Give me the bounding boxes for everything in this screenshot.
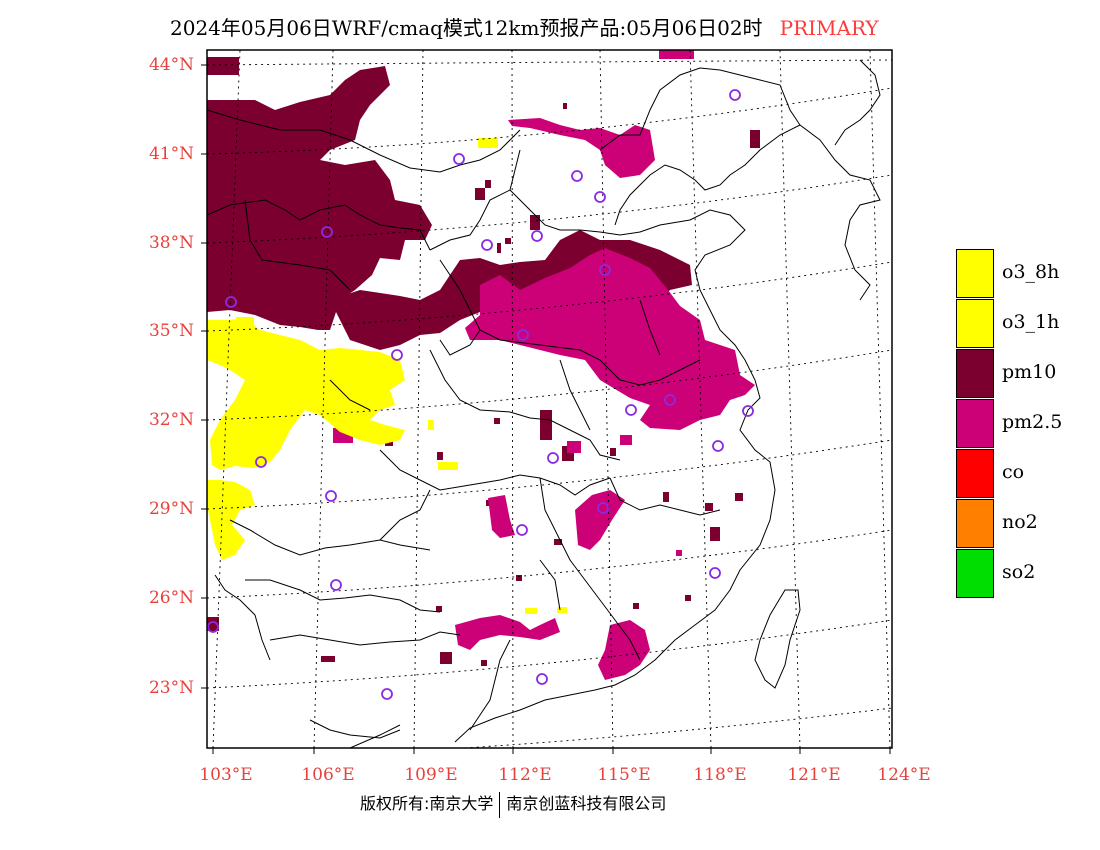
legend-swatch bbox=[956, 399, 994, 448]
station-markers bbox=[207, 89, 754, 700]
lon-label-124: 124°E bbox=[877, 765, 931, 785]
lon-label-115: 115°E bbox=[597, 765, 651, 785]
legend-item-pm25: pm2.5 bbox=[956, 399, 1096, 449]
legend-swatch bbox=[956, 449, 994, 498]
legend-label: no2 bbox=[1002, 511, 1038, 533]
lon-label-121: 121°E bbox=[787, 765, 841, 785]
title-main-text: 2024年05月06日WRF/cmaq模式12km预报产品:05月06日02时 bbox=[170, 16, 763, 40]
lon-label-106: 106°E bbox=[301, 765, 355, 785]
lon-label-103: 103°E bbox=[199, 765, 253, 785]
lat-label-41: 41°N bbox=[148, 144, 194, 164]
axis-ticks bbox=[201, 64, 891, 754]
lat-label-32: 32°N bbox=[148, 410, 194, 430]
footer-divider bbox=[499, 791, 501, 818]
legend-label: o3_8h bbox=[1002, 261, 1060, 283]
pm25-region bbox=[333, 50, 755, 680]
legend-swatch bbox=[956, 349, 994, 398]
legend-item-no2: no2 bbox=[956, 499, 1096, 549]
lon-label-112: 112°E bbox=[498, 765, 552, 785]
copyright-left: 版权所有:南京大学 bbox=[360, 794, 494, 813]
copyright-footer: 版权所有:南京大学 南京创蓝科技有限公司 bbox=[360, 790, 760, 818]
legend-label: o3_1h bbox=[1002, 311, 1060, 333]
lat-label-26: 26°N bbox=[148, 588, 194, 608]
map-title: 2024年05月06日WRF/cmaq模式12km预报产品:05月06日02时 … bbox=[170, 12, 1000, 42]
legend-label: pm10 bbox=[1002, 361, 1057, 383]
legend-item-o3-8h: o3_8h bbox=[956, 249, 1096, 299]
copyright-right: 南京创蓝科技有限公司 bbox=[506, 794, 667, 813]
legend-label: so2 bbox=[1002, 561, 1036, 583]
legend-swatch bbox=[956, 549, 994, 598]
lat-label-38: 38°N bbox=[148, 233, 194, 253]
legend-item-pm10: pm10 bbox=[956, 349, 1096, 399]
lon-label-109: 109°E bbox=[404, 765, 458, 785]
legend-swatch bbox=[956, 299, 994, 348]
legend-item-o3-1h: o3_1h bbox=[956, 299, 1096, 349]
lat-label-44: 44°N bbox=[148, 55, 194, 75]
title-primary-tag: PRIMARY bbox=[779, 16, 879, 40]
legend-item-so2: so2 bbox=[956, 549, 1096, 599]
map-boundaries bbox=[207, 59, 881, 748]
lat-label-23: 23°N bbox=[148, 678, 194, 698]
legend-label: pm2.5 bbox=[1002, 411, 1063, 433]
legend-item-co: co bbox=[956, 449, 1096, 499]
latitude-grid bbox=[207, 59, 892, 748]
lat-label-35: 35°N bbox=[148, 321, 194, 341]
legend-swatch bbox=[956, 499, 994, 548]
longitude-grid bbox=[212, 50, 891, 748]
legend-label: co bbox=[1002, 461, 1025, 483]
lat-label-29: 29°N bbox=[148, 499, 194, 519]
map-frame bbox=[206, 49, 893, 749]
lon-label-118: 118°E bbox=[693, 765, 747, 785]
legend-swatch bbox=[956, 249, 994, 298]
